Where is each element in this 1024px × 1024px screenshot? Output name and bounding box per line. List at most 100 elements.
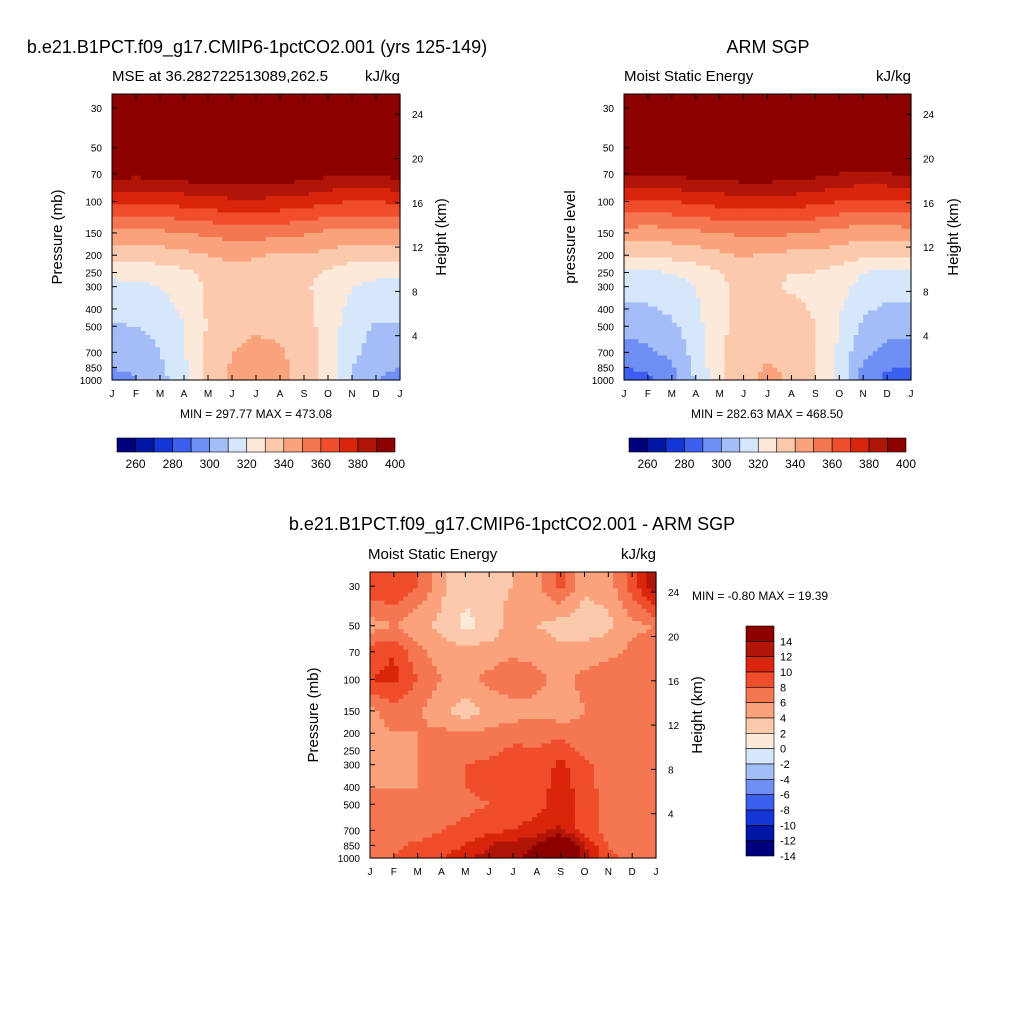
contour-cell [638, 130, 644, 136]
contour-cell [710, 130, 716, 136]
contour-cell [380, 216, 387, 222]
contour-cell [121, 269, 127, 275]
contour-cell [323, 330, 329, 336]
contour-cell [270, 212, 276, 218]
contour-cell [891, 122, 898, 128]
contour-cell [280, 130, 286, 136]
contour-cell [260, 151, 267, 156]
contour-cell [136, 122, 142, 128]
contour-cell [179, 94, 185, 99]
contour-cell [184, 212, 190, 218]
contour-cell [366, 281, 372, 287]
contour-cell [275, 310, 281, 316]
contour-cell [380, 167, 387, 173]
contour-cell [246, 155, 252, 160]
contour-cell [179, 192, 185, 197]
contour-cell [376, 208, 382, 214]
contour-cell [212, 196, 219, 201]
contour-cell [222, 241, 228, 246]
contour-cell [318, 298, 324, 303]
contour-cell [251, 175, 257, 181]
contour-cell [275, 339, 281, 344]
contour-cell [203, 314, 209, 320]
contour-cell [121, 253, 127, 259]
contour-cell [160, 245, 166, 250]
contour-cell [246, 339, 252, 344]
contour-cell [356, 298, 363, 303]
contour-cell [318, 228, 324, 234]
contour-cell [145, 110, 151, 116]
contour-cell [188, 155, 195, 160]
contour-cell [719, 130, 726, 136]
contour-cell [208, 151, 214, 156]
contour-cell [347, 330, 353, 336]
contour-cell [256, 159, 262, 165]
contour-cell [246, 134, 252, 140]
contour-cell [241, 187, 247, 193]
contour-cell [179, 249, 185, 254]
contour-cell [217, 155, 223, 160]
contour-cell [145, 290, 151, 295]
contour-cell [318, 187, 324, 193]
x-tick-label: J [110, 389, 115, 400]
contour-cell [251, 232, 257, 238]
contour-cell [184, 269, 190, 275]
contour-cell [174, 371, 180, 377]
contour-cell [174, 196, 180, 201]
contour-cell [116, 159, 123, 165]
contour-cell [188, 277, 195, 283]
contour-cell [222, 163, 228, 169]
contour-cell [289, 187, 295, 193]
contour-cell [265, 286, 271, 291]
contour-cell [280, 306, 286, 312]
contour-cell [179, 269, 185, 275]
contour-cell [366, 179, 372, 185]
contour-cell [328, 216, 334, 222]
contour-cell [328, 310, 334, 316]
contour-cell [169, 298, 175, 303]
contour-cell [232, 208, 238, 214]
contour-cell [121, 294, 127, 299]
contour-cell [284, 98, 291, 103]
contour-cell [126, 339, 132, 344]
contour-cell [858, 126, 864, 132]
contour-cell [232, 245, 238, 250]
contour-cell [304, 347, 310, 352]
contour-cell [385, 310, 391, 316]
contour-cell [126, 187, 132, 193]
contour-cell [342, 196, 348, 201]
contour-cell [275, 347, 281, 352]
contour-cell [308, 228, 315, 234]
contour-cell [251, 122, 257, 128]
contour-cell [395, 371, 401, 377]
contour-cell [179, 224, 185, 230]
contour-cell [227, 122, 233, 128]
contour-cell [260, 318, 267, 324]
contour-cell [308, 130, 315, 136]
contour-cell [222, 310, 228, 316]
contour-cell [184, 138, 190, 144]
contour-cell [121, 335, 127, 340]
contour-cell [395, 204, 401, 209]
contour-cell [337, 126, 343, 132]
contour-cell [633, 102, 639, 107]
contour-cell [112, 98, 118, 103]
contour-cell [887, 94, 893, 99]
contour-cell [246, 359, 252, 365]
contour-cell [385, 363, 391, 369]
contour-cell [280, 147, 286, 152]
contour-cell [323, 110, 329, 116]
contour-cell [743, 122, 749, 128]
contour-cell [628, 102, 635, 107]
contour-cell [820, 102, 826, 107]
contour-cell [169, 306, 175, 312]
contour-cell [203, 249, 209, 254]
contour-cell [275, 122, 281, 128]
contour-cell [198, 326, 204, 332]
contour-cell [371, 138, 377, 144]
contour-cell [160, 155, 166, 160]
contour-cell [131, 335, 137, 340]
contour-cell [289, 163, 295, 169]
contour-cell [337, 196, 343, 201]
contour-cell [385, 326, 391, 332]
